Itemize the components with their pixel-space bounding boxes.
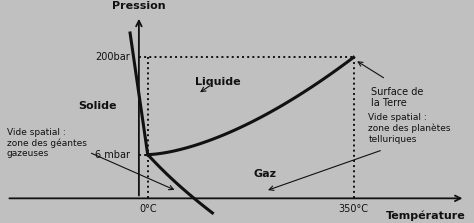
Text: Pression: Pression (112, 1, 166, 11)
Text: Vide spatial :
zone des planètes
telluriques: Vide spatial : zone des planètes telluri… (368, 113, 451, 144)
Text: Liquide: Liquide (195, 77, 241, 87)
Text: Gaz: Gaz (254, 169, 277, 179)
Text: 6 mbar: 6 mbar (95, 150, 130, 160)
Text: 200bar: 200bar (95, 52, 130, 62)
Text: Vide spatial :
zone des géantes
gazeuses: Vide spatial : zone des géantes gazeuses (7, 128, 86, 158)
Text: 0°C: 0°C (139, 204, 156, 214)
Text: Surface de
la Terre: Surface de la Terre (371, 87, 424, 108)
Text: Solide: Solide (79, 101, 117, 111)
Text: Température: Température (385, 211, 465, 221)
Text: 350°C: 350°C (338, 204, 369, 214)
